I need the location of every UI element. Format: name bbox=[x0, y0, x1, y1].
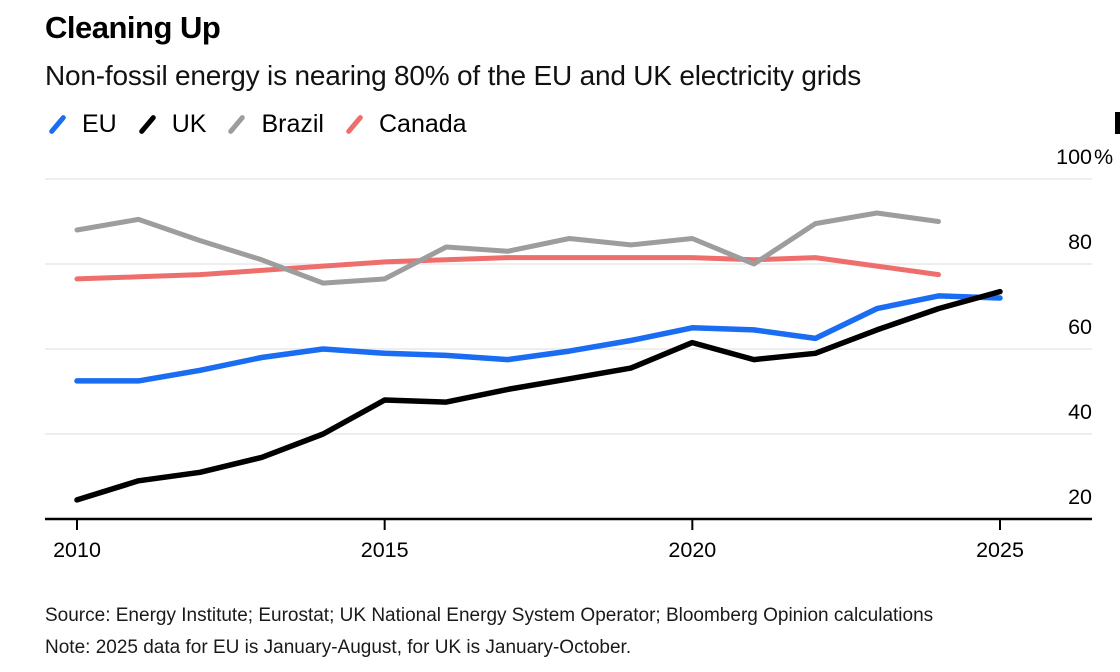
legend-label-uk: UK bbox=[171, 110, 207, 138]
series-line-uk bbox=[74, 288, 1003, 503]
y-tick-percent: % bbox=[1094, 145, 1113, 169]
series-line-brazil bbox=[74, 210, 941, 286]
x-tick-label-2010: 2010 bbox=[53, 538, 101, 562]
x-tick-label-2015: 2015 bbox=[361, 538, 409, 562]
x-tick-label-2020: 2020 bbox=[668, 538, 716, 562]
y-tick-label-60: 60 bbox=[1068, 315, 1092, 339]
note-text: Note: 2025 data for EU is January-August… bbox=[45, 637, 632, 658]
chart-legend: EU UK Brazil Canada bbox=[46, 110, 467, 139]
legend-item-eu: EU bbox=[46, 110, 117, 139]
legend-label-canada: Canada bbox=[378, 110, 467, 138]
chart-footer: Source: Energy Institute; Eurostat; UK N… bbox=[45, 600, 933, 664]
legend-item-canada: Canada bbox=[343, 110, 467, 139]
legend-item-uk: UK bbox=[136, 110, 207, 139]
x-tick-label-2025: 2025 bbox=[976, 538, 1024, 562]
series-line-eu bbox=[74, 293, 1003, 384]
source-text: Source: Energy Institute; Eurostat; UK N… bbox=[45, 605, 934, 626]
page-subtitle: Non-fossil energy is nearing 80% of the … bbox=[45, 60, 862, 91]
legend-label-brazil: Brazil bbox=[261, 110, 324, 138]
corner-bar bbox=[1115, 112, 1120, 134]
page-title: Cleaning Up bbox=[45, 10, 221, 45]
legend-item-brazil: Brazil bbox=[225, 110, 324, 139]
y-tick-label-80: 80 bbox=[1068, 230, 1092, 254]
legend-label-eu: EU bbox=[82, 110, 117, 138]
y-tick-label-20: 20 bbox=[1068, 485, 1092, 509]
y-tick-label-100: 100 bbox=[1056, 145, 1092, 169]
series-line-canada bbox=[74, 255, 941, 282]
y-tick-label-40: 40 bbox=[1068, 400, 1092, 424]
